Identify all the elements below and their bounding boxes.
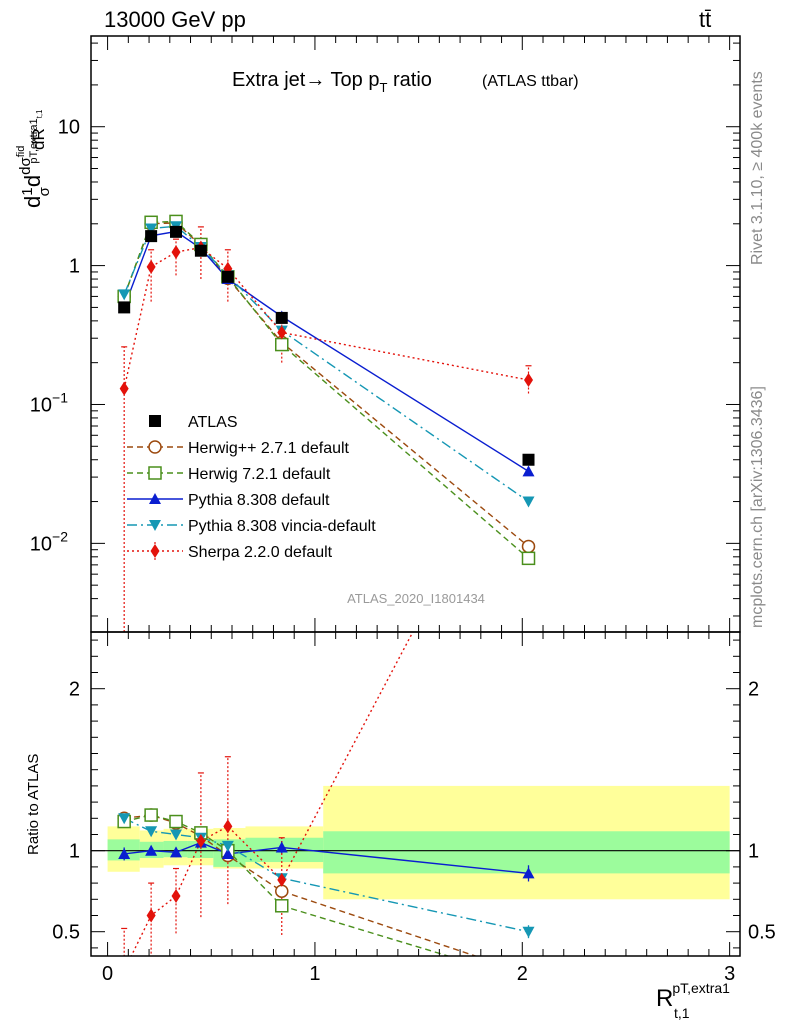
series-2-ratio-point bbox=[522, 867, 535, 879]
y-tick-label-ratio: 1 bbox=[69, 841, 80, 863]
series-4-ratio-point bbox=[196, 833, 206, 848]
legend-atlas-marker bbox=[149, 415, 161, 427]
series-4-main-point bbox=[119, 381, 129, 396]
series-1-main-point bbox=[275, 337, 289, 352]
x-tick-label: 0 bbox=[102, 963, 113, 985]
series-4-main-point bbox=[146, 259, 156, 274]
energy-label: 13000 GeV pp bbox=[104, 7, 246, 32]
legend: ATLAS Herwig++ 2.7.1 default Herwig 7.2.1 … bbox=[127, 414, 376, 561]
chart-title-note: (ATLAS ttbar) bbox=[482, 73, 579, 90]
xlabel: RpT,extra1 bbox=[656, 980, 730, 1012]
series-3-main-line bbox=[123, 225, 529, 503]
series-3-ratio-point bbox=[145, 826, 158, 838]
series-0-ratio-point bbox=[275, 884, 289, 898]
legend-marker bbox=[149, 493, 161, 504]
series-2-ratio-point bbox=[118, 847, 131, 859]
series-1-ratio-point bbox=[275, 899, 289, 913]
series-4-ratio-point bbox=[524, 406, 533, 420]
series-4-ratio-point bbox=[223, 819, 233, 834]
y-tick-label-ratio: 0.5 bbox=[52, 922, 80, 944]
series-2-ratio-point bbox=[221, 847, 234, 859]
process-label: tt̄ bbox=[699, 7, 711, 32]
series-4-ratio-point bbox=[146, 908, 156, 923]
y-tick-label-ratio-right: 2 bbox=[748, 679, 759, 701]
series-4-main-line bbox=[123, 246, 529, 389]
y-tick-label-main: 10−2 bbox=[30, 528, 68, 555]
series-3-ratio-point bbox=[170, 829, 183, 841]
series-3-main-point bbox=[145, 223, 158, 235]
y-tick-label-main: 10−1 bbox=[30, 389, 68, 416]
atlas-main-point bbox=[275, 311, 288, 324]
series-4-main-point bbox=[277, 325, 287, 340]
legend-label: Herwig 7.2.1 default bbox=[188, 466, 331, 483]
mcplots-label: mcplots.cern.ch [arXiv:1306.3436] bbox=[749, 386, 766, 628]
legend-label: Pythia 8.308 vincia-default bbox=[188, 518, 376, 535]
series-2-main-point bbox=[522, 465, 535, 477]
legend-atlas-label: ATLAS bbox=[188, 414, 238, 431]
series-3-ratio-point bbox=[522, 926, 535, 938]
atlas-main-point bbox=[194, 244, 207, 257]
chart-title: Extra jet→ Top pT ratio bbox=[232, 69, 432, 95]
y-tick-label-ratio-right: 0.5 bbox=[748, 922, 776, 944]
y-tick-label-ratio-right: 1 bbox=[748, 841, 759, 863]
series-3-ratio-point bbox=[221, 840, 234, 852]
series-4-main-point bbox=[524, 373, 534, 388]
uncertainty-bands bbox=[91, 785, 740, 900]
ratio-ylabel: Ratio to ATLAS bbox=[25, 754, 42, 855]
series-1-ratio-point bbox=[169, 814, 183, 829]
y-tick-label-main: 10 bbox=[58, 117, 80, 139]
series-3-ratio-point bbox=[118, 813, 131, 825]
series-3-main-point bbox=[522, 496, 535, 508]
atlas-main-point bbox=[145, 230, 158, 243]
series-4-ratio-point bbox=[120, 964, 129, 978]
series-2-ratio-point bbox=[275, 841, 288, 853]
axis-ticks: 0 1 2 3 10 1 10−1 10−2 0.5 0.5 1 1 2 2 bbox=[30, 36, 776, 985]
band-inner bbox=[323, 831, 730, 874]
x-tick-label: 1 bbox=[309, 963, 320, 985]
ratio-frame bbox=[90, 631, 741, 957]
x-tick-label: 2 bbox=[517, 963, 528, 985]
legend-label: Pythia 8.308 default bbox=[188, 492, 330, 509]
series-1-main-point bbox=[521, 551, 536, 566]
xlabel-sub: t,1 bbox=[674, 1005, 690, 1021]
atlas-main-point bbox=[522, 453, 535, 466]
y-tick-label-ratio: 2 bbox=[69, 679, 80, 701]
y-tick-label-main: 1 bbox=[69, 256, 80, 278]
main-errorbars bbox=[121, 226, 532, 632]
series-2-ratio-point bbox=[170, 846, 183, 858]
x-tick-label: 3 bbox=[724, 963, 735, 985]
legend-marker bbox=[148, 440, 162, 454]
series-2-ratio-point bbox=[145, 844, 158, 856]
atlas-main-point bbox=[221, 270, 234, 283]
legend-label: Sherpa 2.2.0 default bbox=[188, 544, 333, 561]
series-4-ratio-point bbox=[171, 889, 181, 904]
legend-marker bbox=[149, 520, 161, 531]
legend-marker bbox=[148, 466, 162, 480]
series-markers bbox=[117, 214, 536, 978]
ratio-markers bbox=[117, 406, 535, 978]
main-ylabel: d1σddσfidpT,extra1t,1 bbox=[15, 109, 53, 208]
analysis-label: ATLAS_2020_I1801434 bbox=[347, 591, 485, 606]
series-4-main-point bbox=[171, 245, 181, 260]
series-1-ratio-point bbox=[144, 808, 158, 822]
ratio-errorbars bbox=[121, 756, 530, 956]
atlas-main-point bbox=[118, 301, 131, 314]
series-3-main-point bbox=[118, 289, 131, 301]
series-4-ratio-point bbox=[277, 872, 287, 887]
rivet-label: Rivet 3.1.10, ≥ 400k events bbox=[749, 71, 766, 265]
series-2-main-line bbox=[123, 230, 529, 472]
main-markers bbox=[117, 214, 536, 566]
main-ylabel-denominator: dR bbox=[29, 128, 48, 150]
atlas-main-point bbox=[170, 225, 183, 238]
series-0-main-point bbox=[521, 539, 536, 554]
main-frame bbox=[90, 35, 741, 633]
legend-label: Herwig++ 2.7.1 default bbox=[188, 440, 350, 457]
